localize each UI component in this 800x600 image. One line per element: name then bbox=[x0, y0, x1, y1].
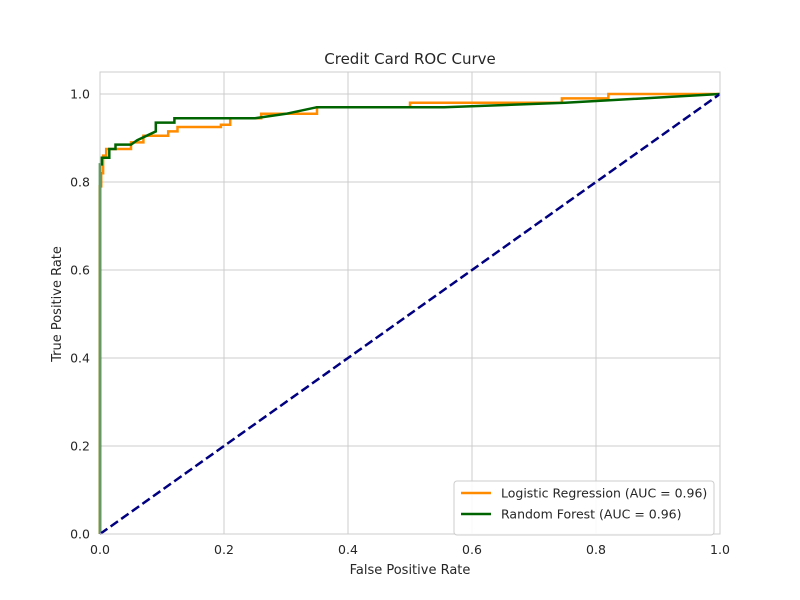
legend-label: Logistic Regression (AUC = 0.96) bbox=[501, 486, 707, 501]
x-tick-labels: 0.0 0.2 0.4 0.6 0.8 1.0 bbox=[90, 542, 730, 557]
x-tick-label: 0.8 bbox=[586, 542, 606, 557]
x-tick-label: 0.4 bbox=[338, 542, 358, 557]
random-forest-line bbox=[98, 92, 721, 534]
y-tick-label: 0.4 bbox=[70, 351, 90, 366]
legend-label: Random Forest (AUC = 0.96) bbox=[501, 507, 682, 522]
plot-frame bbox=[99, 71, 721, 535]
x-axis-label: False Positive Rate bbox=[350, 563, 471, 578]
y-tick-label: 0.6 bbox=[70, 263, 90, 278]
x-tick-label: 0.2 bbox=[214, 542, 234, 557]
chance-diagonal-line bbox=[99, 92, 721, 536]
y-tick-label: 0.0 bbox=[70, 527, 90, 542]
series-layer bbox=[98, 92, 721, 536]
x-tick-label: 0.6 bbox=[462, 542, 482, 557]
x-tick-label: 0.0 bbox=[90, 542, 110, 557]
chart-title: Credit Card ROC Curve bbox=[324, 50, 495, 68]
x-tick-label: 1.0 bbox=[710, 542, 730, 557]
legend: Logistic Regression (AUC = 0.96) Random F… bbox=[453, 480, 715, 536]
legend-box bbox=[453, 480, 715, 536]
logistic-regression-line bbox=[98, 92, 720, 534]
y-tick-label: 0.8 bbox=[70, 175, 90, 190]
y-tick-labels: 0.0 0.2 0.4 0.6 0.8 1.0 bbox=[70, 87, 90, 542]
y-tick-label: 0.2 bbox=[70, 439, 90, 454]
y-tick-label: 1.0 bbox=[70, 87, 90, 102]
y-axis-label: True Positive Rate bbox=[50, 246, 65, 363]
grid bbox=[99, 72, 721, 535]
